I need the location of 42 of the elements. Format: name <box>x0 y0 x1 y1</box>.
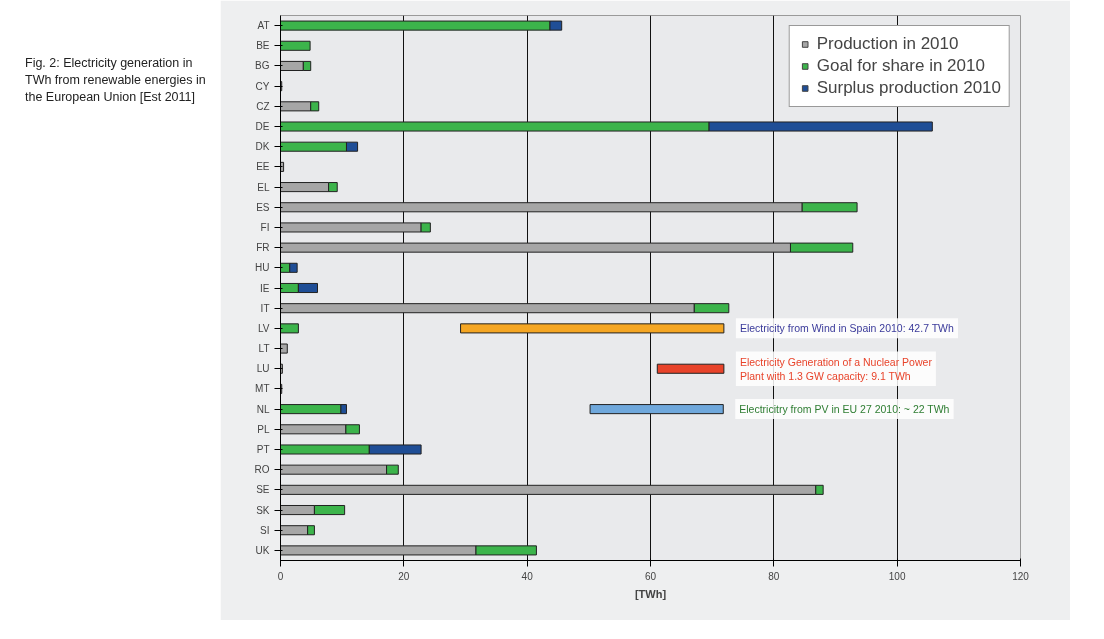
text: Fig. 2: Electricity generation in TWh from renewable energies in the European Union [Est 2011] <box>25 55 207 106</box>
y-tick-label: LV <box>258 322 270 334</box>
x-axis-title: [TWh] <box>634 587 667 600</box>
y-tick-label: DE <box>255 121 270 133</box>
y-tick-label: EL <box>257 181 270 193</box>
y-tick-label: IT <box>260 302 270 314</box>
y-tick-label: PT <box>256 443 270 455</box>
y-tick-label: AT <box>257 20 270 32</box>
y-tick-label: FR <box>256 242 270 254</box>
y-tick-label: ES <box>256 201 270 213</box>
x-tick-label: 60 <box>644 570 657 582</box>
annotation: Electricitry from PV in EU 27 2010: ~ 22 TWh <box>739 403 950 416</box>
y-tick-label: HU <box>255 262 270 274</box>
y-tick-label: MT <box>255 383 270 395</box>
x-tick-label: 100 <box>888 570 906 582</box>
y-tick-label: NL <box>256 403 270 415</box>
y-tick-label: DK <box>255 141 270 153</box>
annotation: Electricity from Wind in Spain 2010: 42.7 TWh <box>739 322 955 335</box>
y-tick-label: RO <box>254 464 270 476</box>
y-tick-label: IE <box>260 282 270 294</box>
y-tick-label: SI <box>260 524 270 536</box>
annotation: Electricity Generation of a Nuclear Power Plant with 1.3 GW capacity: 9.1 TWh <box>739 355 933 382</box>
y-tick-label: FI <box>260 221 270 233</box>
y-tick-label: CY <box>255 80 270 92</box>
x-tick-label: 120 <box>1012 570 1030 582</box>
y-tick-label: LU <box>256 363 270 375</box>
y-tick-label: SK <box>256 504 270 516</box>
y-tick-label: EE <box>256 161 270 173</box>
y-tick-label: UK <box>255 544 270 556</box>
y-tick-label: SE <box>256 484 270 496</box>
y-tick-label: BG <box>255 60 270 72</box>
x-tick-label: 0 <box>277 570 284 582</box>
y-tick-label: LT <box>258 343 270 355</box>
legend-label: Surplus production 2010 <box>816 78 1001 98</box>
y-tick-label: PL <box>257 423 270 435</box>
y-tick-label: BE <box>256 40 270 52</box>
x-tick-label: 20 <box>398 570 410 582</box>
legend-label: Production in 2010 <box>816 34 959 54</box>
legend-label: Goal for share in 2010 <box>816 56 985 76</box>
y-tick-label: CZ <box>256 100 270 112</box>
x-tick-label: 80 <box>768 570 780 582</box>
x-tick-label: 40 <box>521 570 534 582</box>
